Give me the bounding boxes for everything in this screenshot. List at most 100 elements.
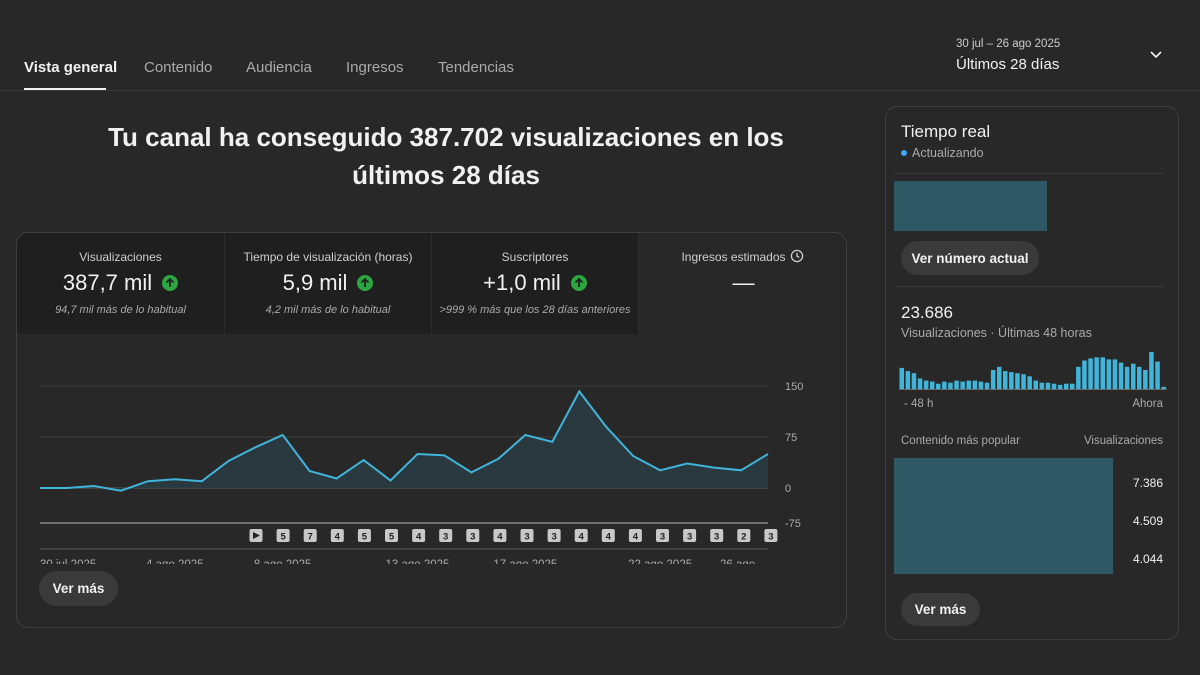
realtime-title: Tiempo real xyxy=(901,122,991,141)
metric-label: Visualizaciones xyxy=(79,250,162,264)
video-marker xyxy=(710,529,724,542)
realtime-bar xyxy=(1082,360,1087,389)
metric-label: Ingresos estimados xyxy=(681,250,786,264)
realtime-bar xyxy=(1149,352,1154,389)
metric-subscribers[interactable]: Suscriptores +1,0 mil >999 % más que los… xyxy=(432,233,639,334)
views-line-chart: 150 75 0 -75 5 7 4 5 5 4 3 3 4 3 3 4 4 4 3 3 3 2 3 30 jul 2025 4… xyxy=(40,381,803,564)
video-marker xyxy=(466,529,480,542)
metric-views[interactable]: Visualizaciones 387,7 mil 94,7 mil más d… xyxy=(17,233,225,334)
video-marker xyxy=(357,529,371,542)
divider xyxy=(894,173,1164,174)
live-dot-icon xyxy=(901,150,907,156)
realtime-bar xyxy=(1076,366,1081,389)
realtime-count-label: Visualizaciones · Últimas 48 horas xyxy=(901,326,1092,340)
realtime-bar xyxy=(1033,380,1038,389)
realtime-bar-chart xyxy=(899,352,1167,390)
show-current-number-button[interactable]: Ver número actual xyxy=(901,241,1039,275)
realtime-see-more-button[interactable]: Ver más xyxy=(901,593,980,626)
video-marker xyxy=(303,529,317,542)
realtime-bar xyxy=(1137,366,1142,389)
realtime-bar xyxy=(1009,372,1014,389)
series-area xyxy=(40,391,768,491)
video-marker-count: 3 xyxy=(768,532,773,543)
realtime-bar xyxy=(1106,359,1112,389)
trend-up-icon xyxy=(570,275,587,291)
date-range-selector[interactable]: 30 jul – 26 ago 2025 Últimos 28 días xyxy=(956,38,1176,78)
realtime-bar xyxy=(1015,373,1020,389)
realtime-bar xyxy=(936,383,941,389)
video-marker xyxy=(412,529,426,542)
realtime-status-text: Actualizando xyxy=(912,146,984,160)
page-headline: Tu canal ha conseguido 387.702 visualiza… xyxy=(108,122,784,190)
realtime-bar xyxy=(984,382,990,389)
tab-vista-general[interactable]: Vista general xyxy=(24,59,118,76)
see-more-button[interactable]: Ver más xyxy=(39,571,118,606)
realtime-bar xyxy=(1100,357,1105,389)
video-marker-count: 2 xyxy=(741,532,746,543)
realtime-bar xyxy=(972,380,978,389)
tab-ingresos[interactable]: Ingresos xyxy=(346,59,404,76)
video-marker-count: 4 xyxy=(416,532,422,543)
video-marker-count: 4 xyxy=(335,532,341,543)
video-marker xyxy=(683,529,697,542)
y-tick-label: 150 xyxy=(785,381,803,393)
metric-comparison: 94,7 mil más de lo habitual xyxy=(55,304,186,316)
y-tick-label: 75 xyxy=(785,432,797,444)
realtime-bar xyxy=(997,366,1002,389)
realtime-bar xyxy=(1131,363,1136,389)
metric-comparison: >999 % más que los 28 días anteriores xyxy=(439,304,631,316)
video-marker xyxy=(764,529,778,542)
video-marker-count: 3 xyxy=(687,532,692,543)
tab-contenido[interactable]: Contenido xyxy=(144,59,213,76)
video-marker xyxy=(574,529,588,542)
realtime-axis-start: - 48 h xyxy=(904,398,934,410)
metric-watch-time[interactable]: Tiempo de visualización (horas) 5,9 mil … xyxy=(225,233,432,334)
video-marker xyxy=(276,529,290,542)
realtime-bar xyxy=(966,380,971,389)
metric-tabs: Visualizaciones 387,7 mil 94,7 mil más d… xyxy=(17,233,846,334)
metric-value: — xyxy=(732,270,755,295)
realtime-bar xyxy=(1143,370,1148,389)
realtime-bar xyxy=(1051,383,1057,389)
realtime-card: Tiempo real Actualizando Ver número actu… xyxy=(885,106,1179,640)
realtime-bar xyxy=(1118,362,1124,389)
realtime-bar xyxy=(1094,357,1099,389)
x-tick-label: 30 jul 2025 xyxy=(40,559,96,564)
divider xyxy=(894,286,1164,287)
video-marker xyxy=(656,529,669,542)
realtime-bar xyxy=(1070,383,1075,389)
metric-revenue[interactable]: Ingresos estimados — xyxy=(639,233,846,334)
video-marker xyxy=(385,529,398,542)
video-marker-count: 3 xyxy=(551,532,556,543)
video-marker xyxy=(737,529,751,542)
overview-card: Visualizaciones 387,7 mil 94,7 mil más d… xyxy=(16,232,847,628)
tab-audiencia[interactable]: Audiencia xyxy=(246,59,312,76)
realtime-bar xyxy=(1124,366,1130,389)
x-tick-label: 8 ago 2025 xyxy=(254,559,312,564)
x-tick-label: 4 ago 2025 xyxy=(146,559,204,564)
realtime-bar xyxy=(1003,371,1008,389)
video-marker xyxy=(628,529,642,542)
realtime-bar xyxy=(1088,358,1093,389)
top-content-thumbnails[interactable] xyxy=(894,458,1113,574)
x-tick-label: 26 ago ... xyxy=(720,559,768,564)
metric-comparison: 4,2 mil más de lo habitual xyxy=(265,304,391,316)
video-marker xyxy=(439,529,453,542)
realtime-bar xyxy=(905,371,911,389)
top-views-header: Visualizaciones xyxy=(1083,435,1163,447)
realtime-bar xyxy=(1057,384,1063,389)
realtime-bar xyxy=(1155,361,1160,389)
series-line xyxy=(40,389,769,492)
metric-label: Suscriptores xyxy=(501,250,569,264)
realtime-bar xyxy=(899,367,904,389)
realtime-status: Actualizando xyxy=(901,146,984,160)
realtime-bar xyxy=(948,382,953,389)
realtime-bar xyxy=(911,373,917,389)
realtime-bar xyxy=(1161,386,1166,389)
metric-value: +1,0 mil xyxy=(483,270,561,295)
realtime-bar xyxy=(1112,359,1118,389)
realtime-bar xyxy=(1045,382,1051,389)
realtime-bar xyxy=(978,381,984,389)
x-tick-label: 17 ago 2025 xyxy=(493,559,557,564)
tab-tendencias[interactable]: Tendencias xyxy=(438,59,514,76)
